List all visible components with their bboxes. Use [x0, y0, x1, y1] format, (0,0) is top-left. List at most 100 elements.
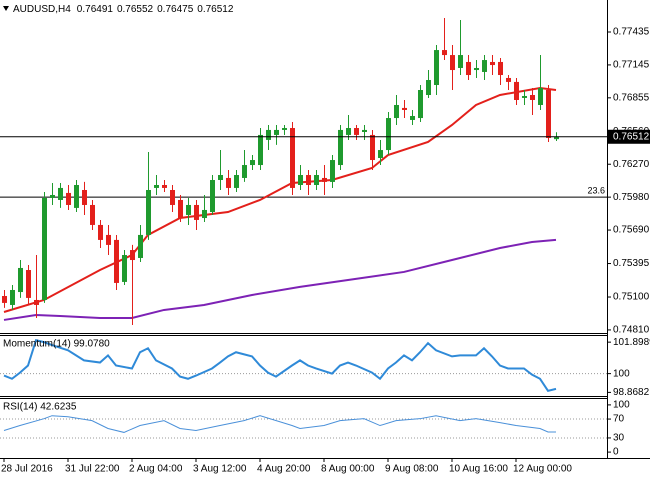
candle-body: [330, 160, 335, 182]
candle-body: [530, 94, 535, 100]
candle-body: [546, 90, 551, 139]
low-value: 0.76475: [157, 4, 194, 15]
x-tick-label: 10 Aug 16:00: [449, 464, 508, 475]
candle-body: [18, 267, 23, 293]
candle-body: [266, 129, 271, 140]
candle-body: [234, 175, 239, 188]
y-tick-label: 0.76855: [613, 92, 650, 103]
candle-body: [426, 80, 431, 95]
candle-body: [346, 128, 351, 135]
candle-body: [474, 67, 479, 71]
candle-body: [82, 189, 87, 205]
menu-icon: [3, 6, 9, 11]
x-tick-label: 8 Aug 00:00: [321, 464, 375, 475]
candle-body: [178, 199, 183, 219]
chart-header: AUDUSD,H4 0.76491 0.76552 0.76475 0.76512: [13, 4, 234, 15]
candle-body: [466, 61, 471, 76]
candle-body: [410, 115, 415, 120]
indicator-line: [3, 415, 557, 433]
candle-body: [114, 239, 119, 283]
candle-body: [354, 128, 359, 135]
x-tick-label: 9 Aug 08:00: [385, 464, 439, 475]
x-tick-label: 3 Aug 12:00: [193, 464, 247, 475]
candle-body: [50, 194, 55, 198]
x-tick-label: 28 Jul 2016: [1, 464, 53, 475]
high-value: 0.76552: [117, 4, 154, 15]
candle-body: [226, 177, 231, 188]
candle-body: [538, 87, 543, 105]
candle-body: [42, 197, 47, 300]
price-label: 0.76512: [613, 131, 650, 142]
candle-body: [58, 187, 63, 200]
level-label: 23.6: [587, 186, 605, 196]
y-tick-label: 101.8989: [613, 337, 650, 348]
y-tick-label: 0: [613, 447, 619, 458]
candle-body: [362, 129, 367, 132]
candle-body: [450, 55, 455, 71]
y-tick-label: 98.8682: [613, 387, 650, 398]
candle-body: [274, 129, 279, 135]
candle-body: [66, 192, 71, 205]
candle-body: [98, 224, 103, 240]
candle-body: [402, 107, 407, 110]
candle-body: [122, 255, 127, 282]
indicator-title: RSI(14) 42.6235: [3, 402, 77, 413]
candle-body: [74, 185, 79, 208]
indicator-title: Momentum(14) 99.0780: [3, 339, 110, 350]
candle-body: [298, 175, 303, 185]
candle-body: [250, 160, 255, 166]
candle-body: [482, 60, 487, 72]
candle-body: [170, 189, 175, 205]
candle-body: [146, 189, 151, 235]
candle-body: [34, 299, 39, 305]
candle-body: [26, 270, 31, 298]
x-tick-label: 2 Aug 04:00: [129, 464, 183, 475]
y-tick-label: 0.75980: [613, 192, 650, 203]
y-tick-label: 0.77435: [613, 27, 650, 38]
candle-body: [130, 250, 135, 261]
candle-body: [442, 50, 447, 56]
candle-body: [314, 175, 319, 185]
candle-body: [306, 175, 311, 185]
y-tick-label: 70: [613, 414, 625, 425]
x-tick-label: 12 Aug 00:00: [513, 464, 572, 475]
candle-body: [186, 204, 191, 215]
candle-body: [458, 55, 463, 68]
y-tick-label: 0.74810: [613, 325, 650, 336]
candle-body: [194, 204, 199, 220]
close-value: 0.76512: [197, 4, 234, 15]
candle-body: [322, 177, 327, 182]
candle-body: [490, 61, 495, 66]
candle-body: [106, 234, 111, 245]
y-tick-label: 100: [613, 368, 630, 379]
candle-body: [202, 209, 207, 219]
candle-body: [218, 175, 223, 181]
y-tick-label: 0.75100: [613, 292, 650, 303]
y-tick-label: 0.75690: [613, 225, 650, 236]
candle-body: [2, 296, 7, 303]
y-tick-label: 100: [613, 400, 630, 411]
moving-average: [3, 238, 557, 321]
y-tick-label: 0.75395: [613, 258, 650, 269]
candle-body: [90, 204, 95, 225]
open-value: 0.76491: [77, 4, 114, 15]
symbol: AUDUSD,H4: [13, 4, 71, 15]
candle-body: [338, 129, 343, 166]
candle-body: [498, 61, 503, 76]
y-tick-label: 0.77145: [613, 60, 650, 71]
candle-body: [418, 90, 423, 119]
candle-body: [10, 289, 15, 305]
candle-body: [210, 180, 215, 213]
candle-body: [434, 50, 439, 86]
candle-body: [282, 128, 287, 130]
candle-body: [162, 185, 167, 188]
candle-body: [522, 96, 527, 98]
candle-body: [258, 134, 263, 166]
price-box: [608, 129, 650, 144]
candle-body: [386, 118, 391, 151]
candle-body: [138, 234, 143, 258]
candle-body: [154, 185, 159, 188]
candle-body: [514, 81, 519, 100]
y-tick-label: 0.76270: [613, 159, 650, 170]
